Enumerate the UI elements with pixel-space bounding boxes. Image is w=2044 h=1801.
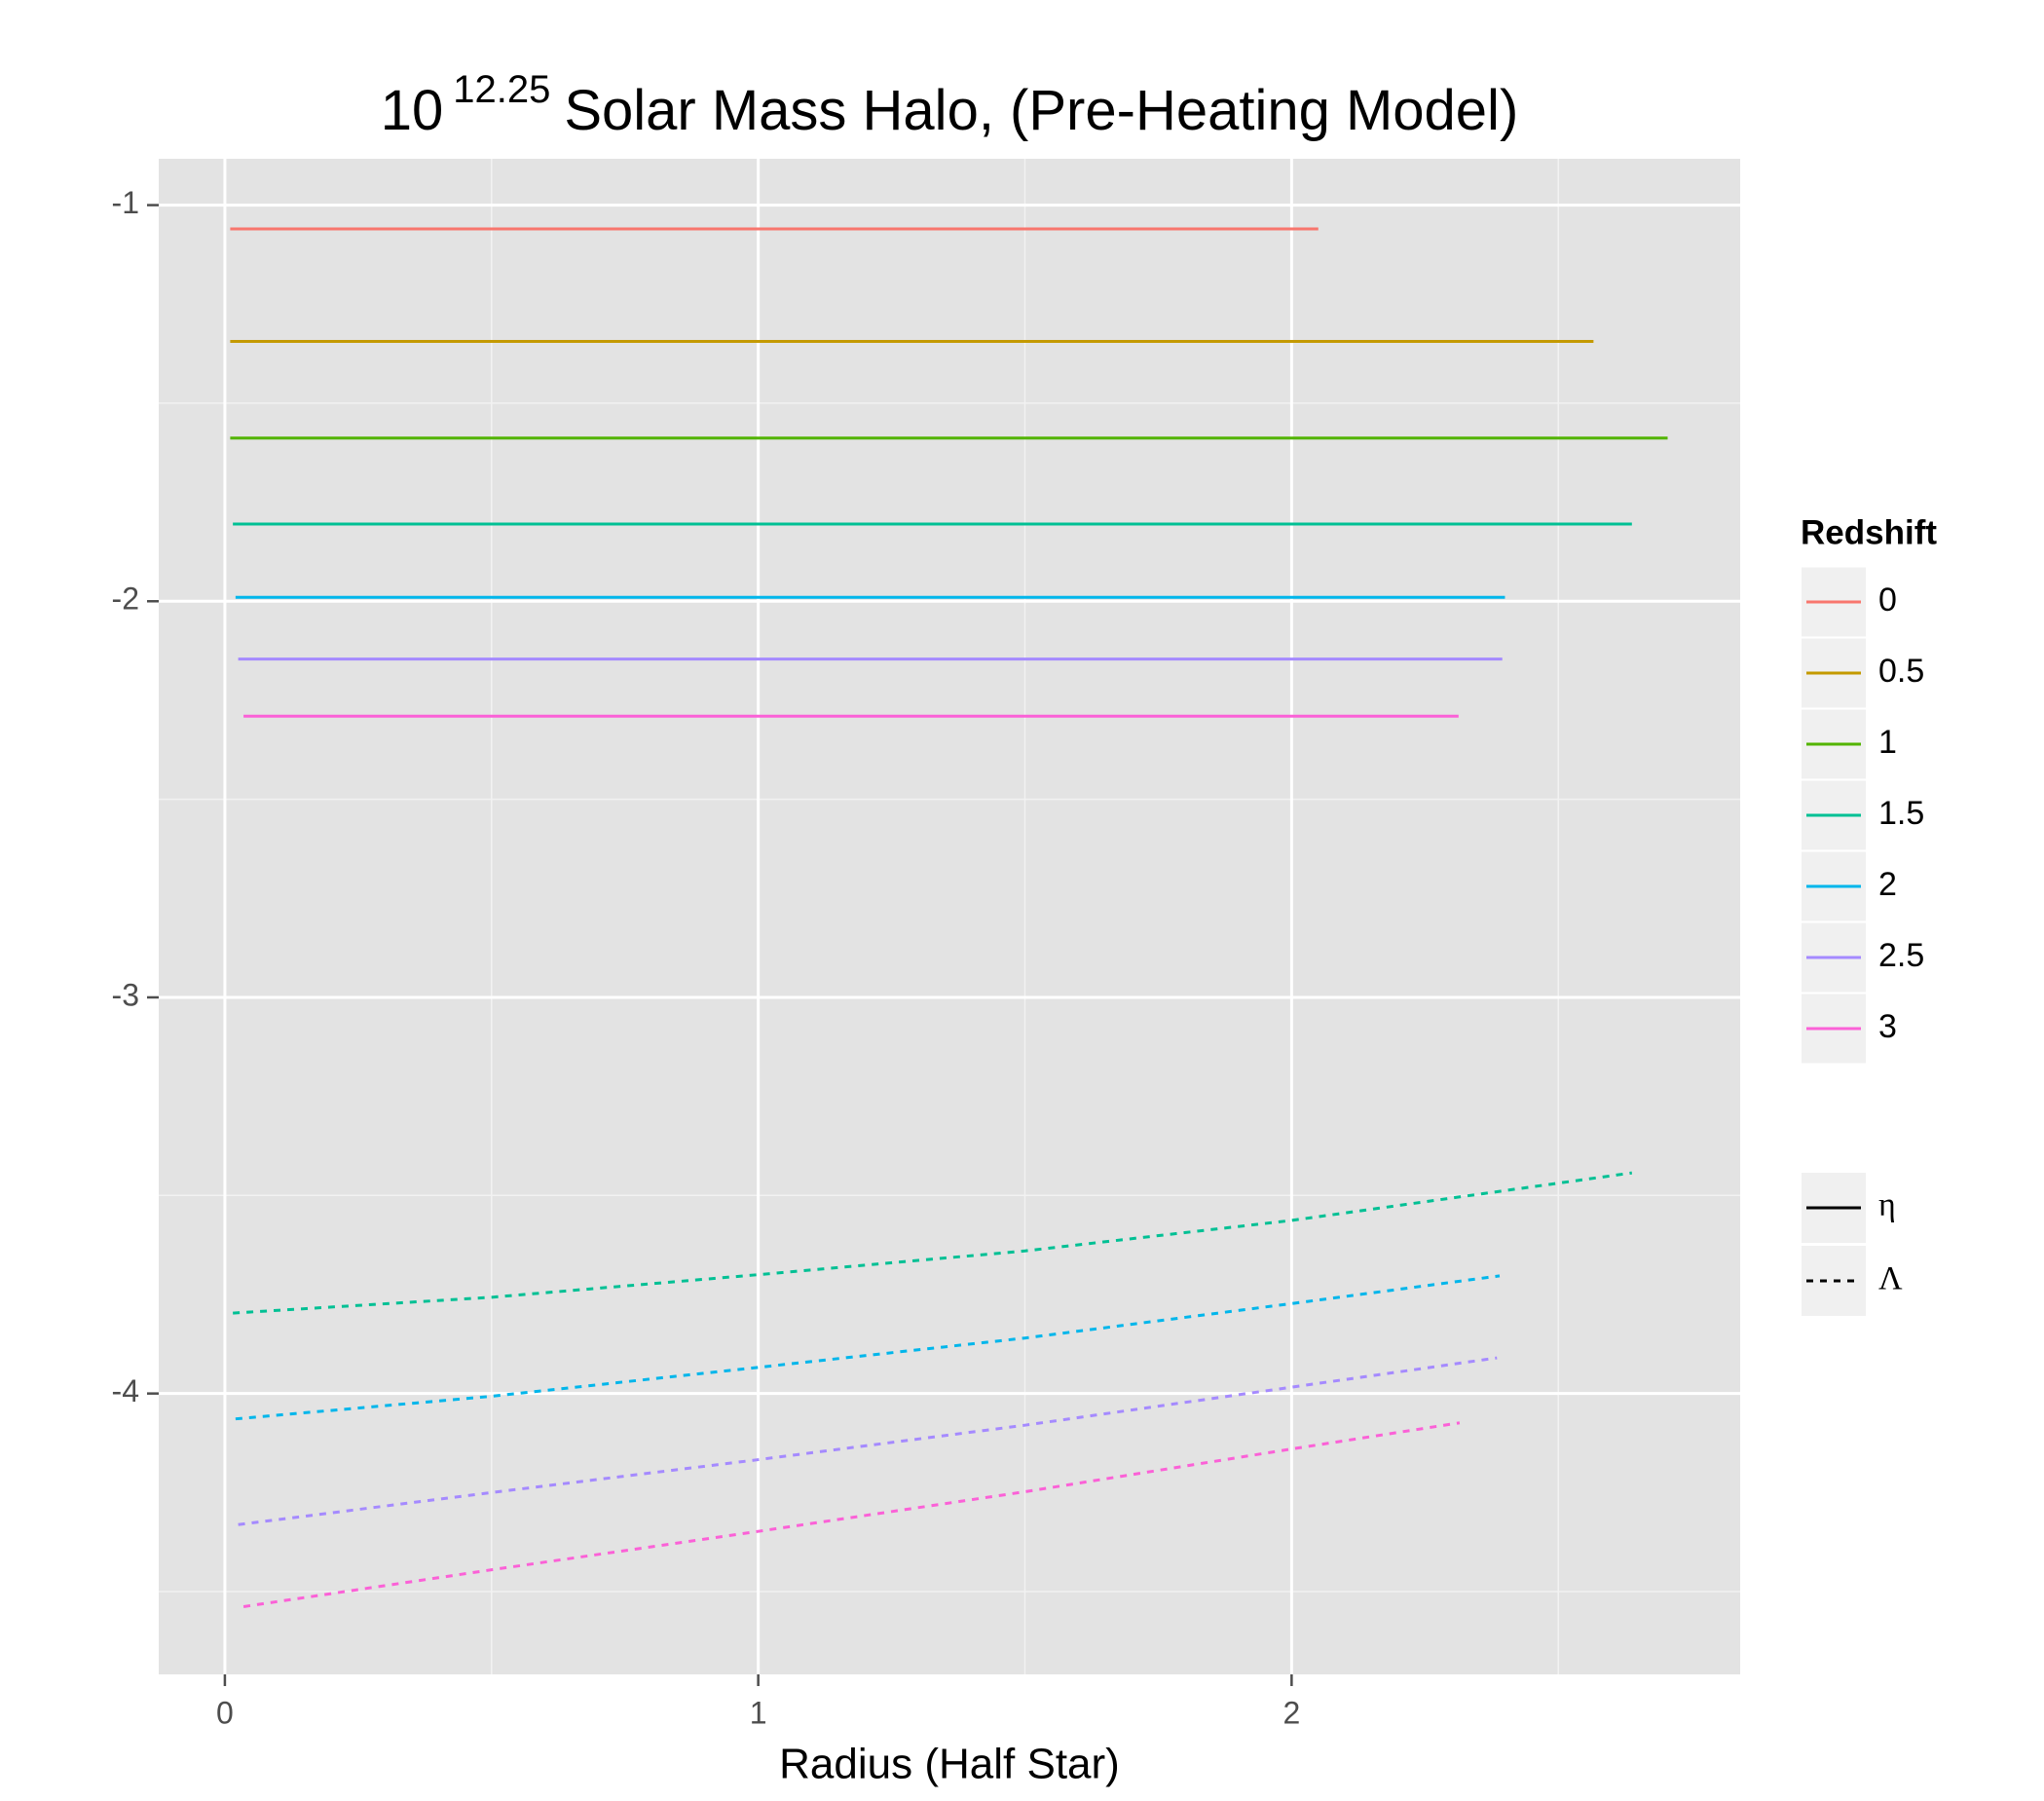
- legend-label: η: [1878, 1187, 1896, 1223]
- x-tick-label: 1: [750, 1695, 767, 1730]
- legend-label: 1.5: [1878, 795, 1924, 832]
- legend-label: 1: [1878, 724, 1897, 761]
- y-tick-label: -2: [112, 582, 139, 617]
- x-axis-title: Radius (Half Star): [779, 1741, 1120, 1788]
- lambda-line: [233, 1171, 1633, 1315]
- y-tick-label: -1: [112, 185, 139, 220]
- chart-title: 10 12.25 Solar Mass Halo, (Pre-Heating Mod…: [381, 68, 1519, 143]
- lambda-line: [238, 1356, 1498, 1526]
- legend-label: Λ: [1878, 1260, 1903, 1296]
- lambda-line: [235, 1274, 1501, 1421]
- legend-label: 2.5: [1878, 937, 1924, 974]
- legend-title: Redshift: [1801, 513, 1937, 551]
- legend-label: 3: [1878, 1008, 1897, 1045]
- x-tick-label: 0: [216, 1695, 234, 1730]
- plot-panel: [159, 159, 1740, 1674]
- title-base: 10: [381, 79, 444, 142]
- x-tick-label: 2: [1282, 1695, 1300, 1730]
- title-exponent: 12.25: [453, 68, 550, 111]
- legend-label: 2: [1878, 866, 1897, 903]
- y-tick-label: -3: [112, 977, 139, 1012]
- title-rest: Solar Mass Halo, (Pre-Heating Model): [564, 79, 1518, 142]
- y-tick-label: -4: [112, 1373, 139, 1408]
- lambda-line: [242, 1421, 1461, 1608]
- plot-lines: [230, 227, 1668, 1608]
- legend-label: 0: [1878, 582, 1897, 619]
- legend-label: 0.5: [1878, 653, 1924, 690]
